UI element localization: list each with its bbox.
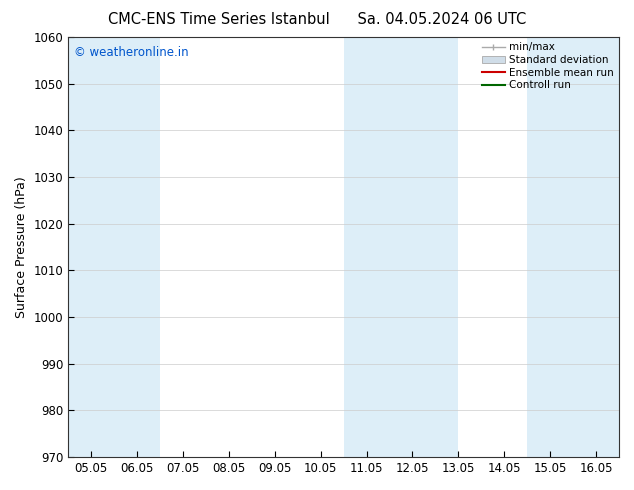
Bar	[114, 37, 160, 457]
Bar	[436, 37, 458, 457]
Text: © weatheronline.in: © weatheronline.in	[74, 46, 188, 58]
Bar	[389, 37, 436, 457]
Text: CMC-ENS Time Series Istanbul      Sa. 04.05.2024 06 UTC: CMC-ENS Time Series Istanbul Sa. 04.05.2…	[108, 12, 526, 27]
Y-axis label: Surface Pressure (hPa): Surface Pressure (hPa)	[15, 176, 28, 318]
Bar	[573, 37, 619, 457]
Legend: min/max, Standard deviation, Ensemble mean run, Controll run: min/max, Standard deviation, Ensemble me…	[480, 40, 616, 92]
Bar	[344, 37, 389, 457]
Bar	[68, 37, 114, 457]
Bar	[527, 37, 573, 457]
